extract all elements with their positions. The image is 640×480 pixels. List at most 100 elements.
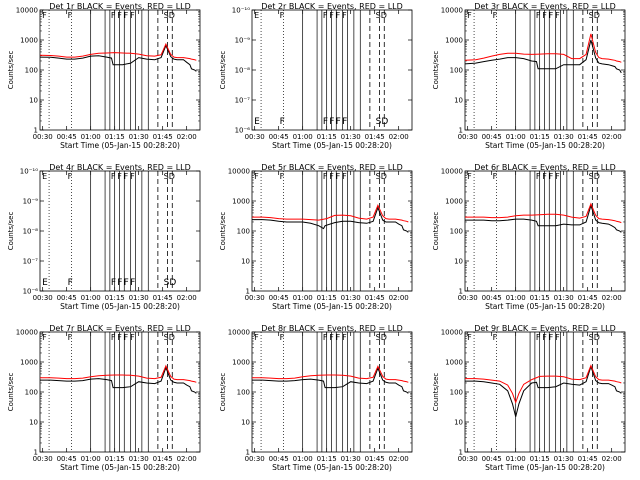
panel-det-9: Det 9r BLACK = Events, RED = LLD 1 10 100 10… — [432, 324, 626, 472]
flag-label-top: SD — [589, 11, 600, 20]
panel-det-7: Det 7r BLACK = Events, RED = LLD 1 10 100 10… — [7, 324, 201, 472]
y-tick-label: 1000 — [232, 359, 250, 367]
y-axis-label: Counts/sec — [7, 51, 15, 90]
y-tick-label: 10⁻⁷ — [235, 97, 251, 105]
y-tick-label: 10000 — [16, 329, 38, 337]
flag-label-bottom: F — [336, 117, 341, 127]
y-tick-label: 100 — [450, 228, 463, 236]
panel-det-1: Det 1r BLACK = Events, RED = LLD 1 10 100 10… — [7, 2, 201, 150]
x-axis-label: Start Time (05-Jan-15 00:28:20) — [60, 302, 180, 311]
x-tick-label: 01:30 — [129, 133, 149, 141]
flag-label-top: F — [336, 172, 341, 181]
flag-label-top: F — [111, 333, 116, 342]
plot-frame — [251, 9, 413, 131]
flag-label-bottom: F — [280, 117, 285, 127]
panel-title: Det 9r BLACK = Events, RED = LLD — [474, 324, 616, 333]
flag-label-top: F — [542, 172, 547, 181]
y-tick-label: 10⁻⁸ — [23, 228, 39, 236]
y-tick-label: 1 — [34, 449, 38, 457]
flag-label-top: F — [323, 333, 328, 342]
plot-frame — [464, 9, 626, 131]
x-tick-label: 01:30 — [554, 133, 574, 141]
flag-label-top: F — [111, 172, 116, 181]
x-tick-label: 00:30 — [33, 294, 53, 302]
panel-det-2: Det 2r BLACK = Events, RED = LLD 10⁻⁶ 10⁻⁷… — [219, 2, 413, 150]
x-tick-label: 01:15 — [317, 133, 337, 141]
panel-det-5: Det 5r BLACK = Events, RED = LLD 1 10 100 10… — [219, 163, 413, 311]
x-tick-label: 01:45 — [365, 294, 385, 302]
flag-label-top: F — [549, 333, 554, 342]
x-tick-label: 02:00 — [602, 455, 622, 463]
flag-label-top: F — [329, 11, 334, 20]
x-tick-label: 01:00 — [81, 294, 101, 302]
y-tick-label: 1 — [34, 127, 38, 135]
panel-title: Det 2r BLACK = Events, RED = LLD — [261, 2, 403, 11]
flag-label-top: F — [555, 172, 560, 181]
x-tick-label: 02:00 — [602, 294, 622, 302]
y-tick-label: 1 — [459, 288, 463, 296]
flag-label-bottom: E — [254, 117, 260, 127]
y-tick-label: 10⁻⁹ — [235, 37, 251, 45]
flag-label-top: SD — [164, 172, 175, 181]
flag-label-top: F — [111, 11, 116, 20]
x-tick-label: 02:00 — [177, 294, 197, 302]
y-tick-label: 1000 — [445, 198, 463, 206]
y-tick-label: 10⁻⁹ — [23, 198, 39, 206]
y-tick-label: 1000 — [232, 198, 250, 206]
panel-det-3: Det 3r BLACK = Events, RED = LLD 1 10 100 10… — [432, 2, 626, 150]
y-axis-label: Counts/sec — [219, 373, 227, 412]
x-tick-label: 01:45 — [365, 455, 385, 463]
x-axis-label: Start Time (05-Jan-15 00:28:20) — [485, 141, 605, 150]
y-tick-label: 100 — [25, 67, 38, 75]
plot-area — [40, 332, 197, 452]
flag-label-top: F — [130, 333, 135, 342]
series-lld-line — [40, 42, 197, 61]
plot-frame — [464, 170, 626, 292]
x-tick-label: 01:15 — [530, 455, 550, 463]
flag-label-top: F — [68, 172, 73, 181]
x-tick-label: 01:45 — [578, 294, 598, 302]
x-tick-label: 01:30 — [129, 455, 149, 463]
x-axis-label: Start Time (05-Jan-15 00:28:20) — [272, 463, 392, 472]
panel-det-8: Det 8r BLACK = Events, RED = LLD 1 10 100 10… — [219, 324, 413, 472]
x-tick-label: 00:45 — [269, 455, 289, 463]
plot-frame — [464, 331, 626, 453]
panel-det-4: Det 4r BLACK = Events, RED = LLD 10⁻⁶ 10⁻⁷… — [7, 163, 201, 311]
x-tick-label: 01:15 — [105, 455, 125, 463]
flag-label-top: F — [467, 172, 472, 181]
flag-label-top: F — [342, 172, 347, 181]
series-lld-line — [40, 364, 197, 383]
plot-area — [40, 10, 197, 130]
plot-area — [48, 171, 173, 291]
flag-label-top: F — [342, 333, 347, 342]
x-tick-label: 00:30 — [458, 294, 478, 302]
x-tick-label: 00:45 — [57, 455, 77, 463]
x-tick-label: 00:30 — [33, 455, 53, 463]
x-tick-label: 01:15 — [105, 133, 125, 141]
flag-label-top: F — [117, 172, 122, 181]
plot-frame — [251, 170, 413, 292]
y-tick-label: 10 — [454, 419, 463, 427]
y-tick-label: 10 — [29, 97, 38, 105]
flag-label-bottom: F — [117, 278, 122, 288]
flag-label-top: SD — [164, 11, 175, 20]
x-tick-label: 01:00 — [81, 455, 101, 463]
y-tick-label: 1 — [246, 288, 250, 296]
y-tick-label: 1000 — [445, 359, 463, 367]
flag-label-top: F — [342, 11, 347, 20]
flag-label-top: E — [42, 172, 47, 181]
x-tick-label: 02:00 — [389, 294, 409, 302]
flag-label-bottom: F — [68, 278, 73, 288]
flag-label-top: F — [555, 333, 560, 342]
plot-frame — [39, 331, 201, 453]
x-tick-label: 00:30 — [458, 133, 478, 141]
flag-label-top: F — [280, 333, 285, 342]
flag-label-top: F — [117, 11, 122, 20]
series-lld-line — [465, 33, 622, 63]
flag-label-top: F — [493, 172, 498, 181]
panel-title: Det 3r BLACK = Events, RED = LLD — [474, 2, 616, 11]
x-axis-label: Start Time (05-Jan-15 00:28:20) — [485, 302, 605, 311]
flag-label-top: F — [493, 333, 498, 342]
x-tick-label: 01:00 — [506, 455, 526, 463]
